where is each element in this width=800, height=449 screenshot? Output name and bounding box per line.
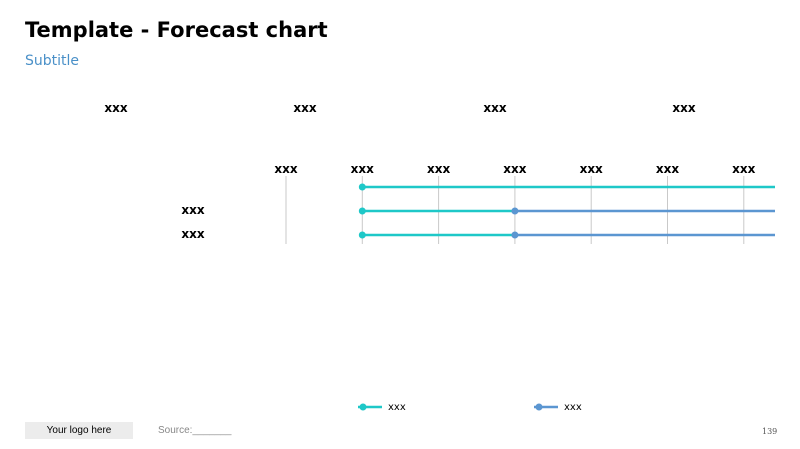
legend-label-actual: xxx: [388, 401, 406, 413]
actual-start-point: [358, 183, 366, 191]
group-header-1: xxx: [104, 101, 128, 115]
column-label: xxx: [732, 162, 755, 176]
column-label: xxx: [656, 162, 679, 176]
column-label: xxx: [351, 162, 374, 176]
legend-marker-actual: [358, 403, 382, 411]
row-label: xxx: [181, 227, 205, 241]
actual-start-point: [358, 207, 366, 215]
logo-placeholder: Your logo here: [25, 422, 133, 439]
row-label: xxx: [181, 203, 205, 217]
forecast-start-point: [511, 207, 519, 215]
group-header-2: xxx: [293, 101, 317, 115]
legend-item-forecast: xxx: [534, 400, 582, 414]
actual-start-point: [358, 231, 366, 239]
column-label: xxx: [580, 162, 603, 176]
legend-item-actual: xxx: [358, 400, 406, 414]
slide-title: Template - Forecast chart: [25, 18, 328, 42]
page-number: 139: [762, 427, 778, 436]
source-note: Source:_______: [158, 425, 232, 436]
group-header-3: xxx: [483, 101, 507, 115]
column-label: xxx: [427, 162, 450, 176]
column-label: xxx: [503, 162, 526, 176]
legend-label-forecast: xxx: [564, 401, 582, 413]
legend-marker-forecast: [534, 403, 558, 411]
forecast-start-point: [511, 231, 519, 239]
column-label: xxx: [274, 162, 297, 176]
slide-subtitle: Subtitle: [25, 53, 80, 69]
group-header-4: xxx: [672, 101, 696, 115]
